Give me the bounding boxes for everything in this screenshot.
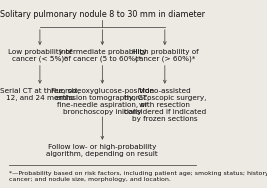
Text: High probability of
cancer (> 60%)*: High probability of cancer (> 60%)*: [132, 49, 198, 62]
Text: Solitary pulmonary nodule 8 to 30 mm in diameter: Solitary pulmonary nodule 8 to 30 mm in …: [0, 10, 205, 19]
Text: Intermediate probability
of cancer (5 to 60%)*: Intermediate probability of cancer (5 to…: [58, 49, 146, 62]
Text: Low probability of
cancer (< 5%)*: Low probability of cancer (< 5%)*: [8, 49, 72, 62]
Text: Fluorodeoxyglucose-positron
emission tomography, CT,
fine-needle aspiration, or
: Fluorodeoxyglucose-positron emission tom…: [50, 88, 154, 114]
Text: Serial CT at three, six,
12, and 24 months: Serial CT at three, six, 12, and 24 mont…: [0, 88, 80, 101]
Text: *—Probability based on risk factors, including patient age; smoking status; hist: *—Probability based on risk factors, inc…: [9, 171, 267, 182]
Text: Follow low- or high-probability
algorithm, depending on result: Follow low- or high-probability algorith…: [46, 144, 158, 157]
Text: Video-assisted
thoracoscopic surgery,
with resection
considered if indicated
by : Video-assisted thoracoscopic surgery, wi…: [124, 88, 206, 122]
